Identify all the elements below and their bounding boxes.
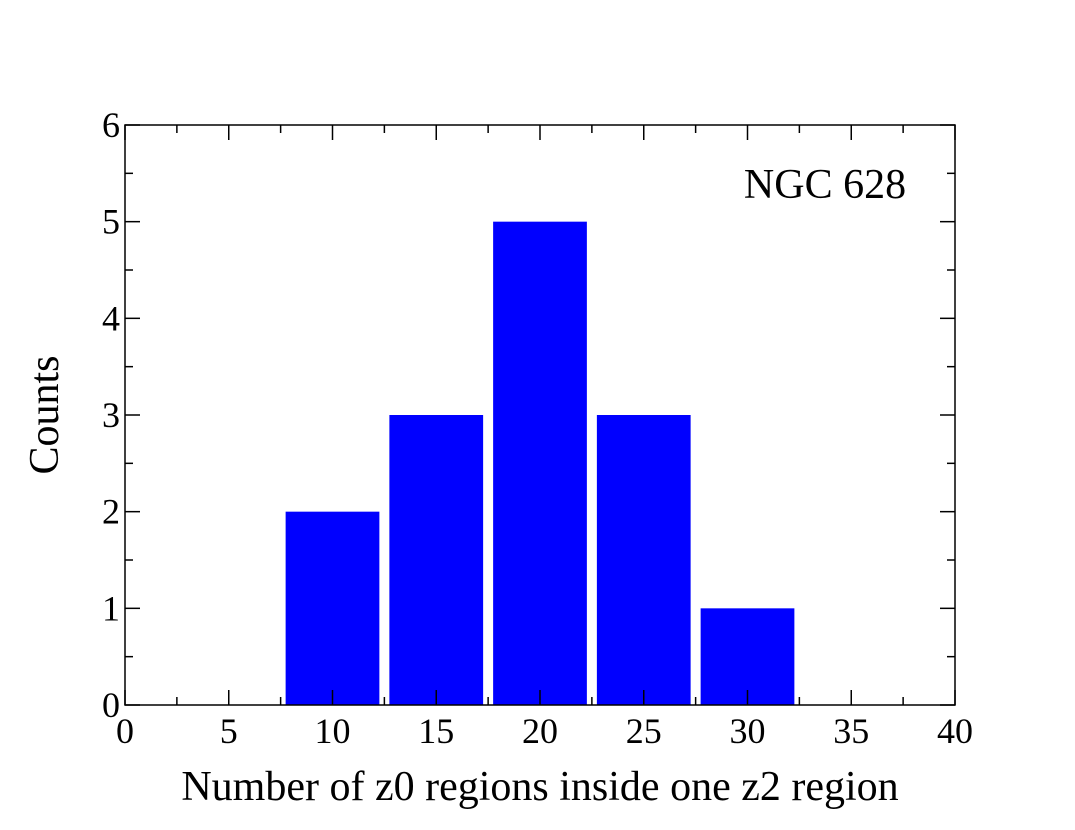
bar (493, 221, 587, 705)
x-tick-label: 40 (937, 711, 973, 751)
bar (700, 608, 795, 705)
y-axis-label: Counts (22, 355, 68, 474)
x-tick-label: 25 (626, 711, 662, 751)
bar (596, 415, 691, 705)
bar (285, 511, 380, 705)
x-tick-label: 0 (116, 711, 134, 751)
bar (389, 415, 484, 705)
y-tick-label: 1 (102, 588, 120, 628)
y-tick-label: 0 (102, 685, 120, 725)
x-tick-label: 35 (833, 711, 869, 751)
x-tick-label: 5 (220, 711, 238, 751)
y-tick-label: 6 (102, 105, 120, 145)
y-tick-label: 2 (102, 492, 120, 532)
x-tick-label: 10 (315, 711, 351, 751)
x-tick-label: 30 (730, 711, 766, 751)
y-tick-label: 4 (102, 298, 120, 338)
annotation: NGC 628 (744, 162, 906, 208)
x-axis-label: Number of z0 regions inside one z2 regio… (181, 764, 898, 810)
x-tick-label: 15 (418, 711, 454, 751)
y-tick-label: 3 (102, 395, 120, 435)
x-tick-label: 20 (522, 711, 558, 751)
y-tick-label: 5 (102, 202, 120, 242)
